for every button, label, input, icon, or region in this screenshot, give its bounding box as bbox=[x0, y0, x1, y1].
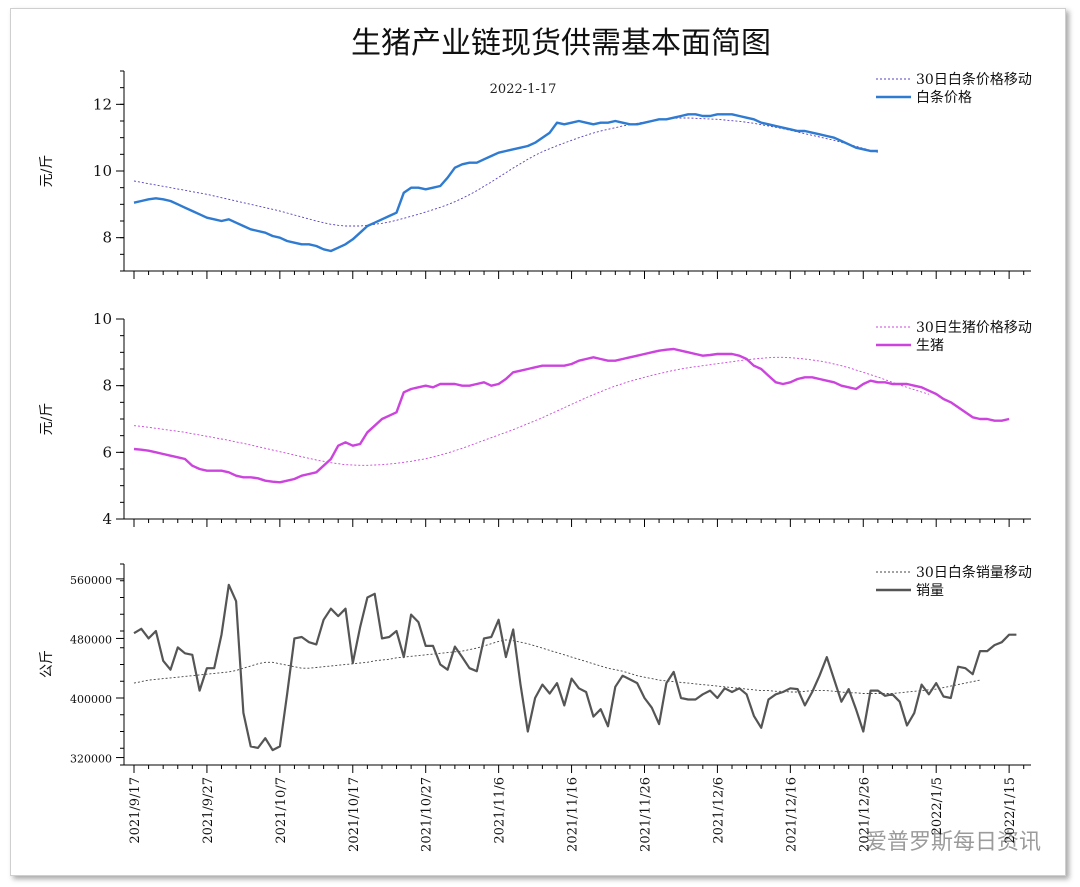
y-tick-label: 400000 bbox=[70, 693, 112, 706]
y-tick-label: 8 bbox=[102, 377, 112, 395]
y-axis-label: 元/斤 bbox=[39, 155, 55, 188]
y-axis-label: 元/斤 bbox=[39, 403, 55, 436]
legend-label: 30日生猪价格移动 bbox=[916, 320, 1032, 336]
y-tick-label: 4 bbox=[102, 510, 112, 528]
legend-label: 销量 bbox=[916, 583, 944, 599]
x-tick-label: 2021/10/27 bbox=[420, 777, 435, 852]
series-line-main bbox=[133, 347, 1010, 484]
series-line-moving-average bbox=[133, 117, 879, 227]
chart-title: 生猪产业链现货供需基本面简图 bbox=[351, 26, 771, 61]
x-tick-label: 2022/1/15 bbox=[1003, 777, 1018, 844]
y-tick-label: 12 bbox=[93, 95, 112, 113]
chart-svg: 生猪产业链现货供需基本面简图 2022-1-17 爱普罗斯每日资讯 8 10 12 元… bbox=[39, 26, 1041, 855]
chart-frame: 生猪产业链现货供需基本面简图 2022-1-17 爱普罗斯每日资讯 8 10 12 元… bbox=[10, 8, 1066, 876]
x-tick-label: 2021/12/16 bbox=[784, 777, 799, 852]
legend-label: 生猪 bbox=[916, 338, 944, 354]
x-tick-label: 2021/11/6 bbox=[493, 777, 508, 844]
x-tick-label: 2021/11/16 bbox=[566, 777, 581, 852]
watermark-text: 爱普罗斯每日资讯 bbox=[865, 830, 1041, 855]
y-tick-label: 10 bbox=[93, 310, 112, 328]
legend-label: 30日白条销量移动 bbox=[916, 564, 1032, 581]
x-tick-label: 2021/12/26 bbox=[857, 777, 872, 852]
legend-label: 30日白条价格移动 bbox=[916, 71, 1032, 88]
chart-date: 2022-1-17 bbox=[490, 82, 557, 97]
y-tick-label: 320000 bbox=[70, 753, 112, 766]
series-line-moving-average bbox=[133, 356, 930, 466]
y-axis-label: 公斤 bbox=[39, 650, 55, 678]
x-tick-label: 2021/9/27 bbox=[201, 777, 216, 844]
x-tick-label: 2022/1/5 bbox=[930, 777, 945, 835]
y-tick-label: 8 bbox=[102, 229, 112, 247]
y-tick-label: 560000 bbox=[70, 574, 112, 587]
series-line-main bbox=[133, 583, 1017, 752]
series-line-main bbox=[133, 113, 878, 253]
y-tick-label: 480000 bbox=[70, 633, 112, 646]
x-tick-label: 2021/11/26 bbox=[638, 777, 653, 852]
x-tick-label: 2021/10/17 bbox=[347, 777, 362, 852]
x-tick-label: 2021/12/6 bbox=[711, 777, 726, 844]
x-tick-label: 2021/9/17 bbox=[128, 777, 143, 844]
y-tick-label: 10 bbox=[93, 162, 112, 180]
y-tick-label: 6 bbox=[102, 443, 112, 461]
x-tick-label: 2021/10/7 bbox=[274, 777, 289, 844]
legend-label: 白条价格 bbox=[916, 89, 972, 106]
